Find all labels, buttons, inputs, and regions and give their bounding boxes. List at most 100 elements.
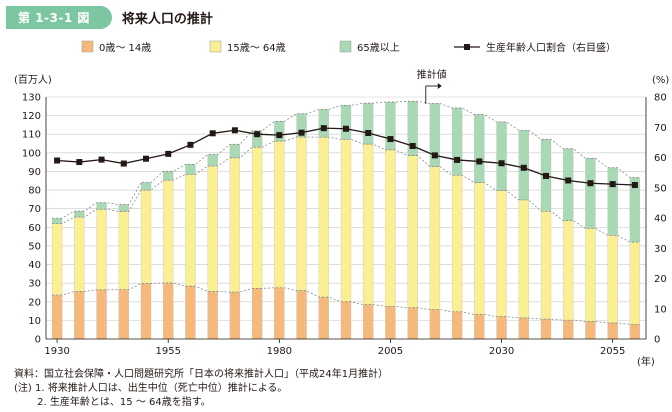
bar-under15 xyxy=(496,316,507,340)
y-tick-label: 120 xyxy=(22,111,41,122)
figure-number-badge: 第 1-3-1 図 xyxy=(6,5,112,29)
bar-under15 xyxy=(518,317,529,340)
y-tick-label: 80 xyxy=(28,186,41,197)
ratio-marker xyxy=(143,155,149,162)
bar-65plus xyxy=(563,148,574,221)
y-tick-label: 90 xyxy=(28,167,41,178)
y2-tick-label: 30 xyxy=(654,244,667,255)
ratio-marker xyxy=(298,129,305,136)
bar-15-64 xyxy=(474,182,485,315)
projection-label: 推計値 xyxy=(417,68,447,81)
bar-65plus xyxy=(229,144,241,159)
segment-connector-3 xyxy=(52,100,640,219)
bar-under15 xyxy=(607,322,618,340)
bar-under15 xyxy=(229,291,241,340)
x-tick-label: 1930 xyxy=(44,346,69,357)
y2-tick-label: 0 xyxy=(654,335,660,346)
y-tick-label: 40 xyxy=(28,260,41,271)
legend-line-marker xyxy=(464,44,470,50)
segment-connector-1 xyxy=(52,282,640,325)
bar-under15 xyxy=(296,290,307,340)
source-note: 資料：国立社会保障・人口問題研究所「日本の将来推計人口」（平成24年1月推計） xyxy=(14,369,389,380)
right-axis-unit: (%) xyxy=(652,75,669,86)
legend-swatch-3 xyxy=(339,40,352,53)
bar-under15 xyxy=(96,289,107,340)
bar-under15 xyxy=(274,287,285,340)
y-tick-label: 110 xyxy=(22,130,41,141)
segment-connector-2 xyxy=(52,136,640,243)
bar-under15 xyxy=(163,282,174,340)
legend-label-3: 65歳以上 xyxy=(357,42,400,54)
bar-65plus xyxy=(474,114,485,183)
ratio-marker xyxy=(409,143,416,150)
bar-under15 xyxy=(429,309,441,340)
y-tick-label: 0 xyxy=(35,335,41,346)
bar-under15 xyxy=(563,320,574,340)
bar-under15 xyxy=(318,296,329,340)
bar-65plus xyxy=(429,103,441,167)
y2-tick-label: 80 xyxy=(654,93,667,104)
bar-65plus xyxy=(385,101,396,151)
bar-15-64 xyxy=(385,149,396,307)
bar-15-64 xyxy=(363,143,374,305)
bar-65plus xyxy=(496,121,507,191)
bar-under15 xyxy=(207,291,218,340)
bar-under15 xyxy=(407,307,418,340)
bar-15-64 xyxy=(185,174,196,287)
x-tick-label: 2030 xyxy=(489,346,514,357)
bar-15-64 xyxy=(140,189,152,284)
bar-under15 xyxy=(474,314,485,340)
bar-15-64 xyxy=(540,211,552,320)
bar-65plus xyxy=(318,109,329,138)
ratio-marker xyxy=(609,181,616,188)
bar-65plus xyxy=(118,204,129,212)
ratio-marker xyxy=(231,127,238,134)
note-1: (注) 1. 将来推計人口は、出生中位（死亡中位）推計による。 xyxy=(14,383,288,394)
y2-tick-label: 40 xyxy=(654,214,667,225)
bar-under15 xyxy=(51,294,63,340)
ratio-marker xyxy=(387,136,394,143)
bar-15-64 xyxy=(451,175,463,312)
bar-15-64 xyxy=(251,147,263,289)
bar-under15 xyxy=(74,291,85,340)
bar-under15 xyxy=(629,324,641,340)
bar-65plus xyxy=(451,107,463,176)
bar-65plus xyxy=(585,158,596,229)
x-axis-unit: (年) xyxy=(637,355,655,368)
x-tick-label: 2055 xyxy=(600,346,625,357)
bar-15-64 xyxy=(274,140,285,288)
y2-tick-label: 70 xyxy=(654,123,667,134)
bar-under15 xyxy=(185,285,196,340)
bar-15-64 xyxy=(207,165,218,292)
bar-65plus xyxy=(274,121,285,142)
bar-65plus xyxy=(629,177,641,243)
bar-15-64 xyxy=(74,216,85,292)
y-tick-label: 70 xyxy=(28,204,41,215)
ratio-marker xyxy=(520,164,527,171)
legend-label-2: 15歳～ 64歳 xyxy=(227,42,286,54)
ratio-marker xyxy=(276,132,283,139)
bar-65plus xyxy=(96,202,107,210)
bar-under15 xyxy=(140,283,152,340)
y-tick-label: 60 xyxy=(28,223,41,234)
left-axis-unit: (百万人) xyxy=(14,74,52,86)
bar-15-64 xyxy=(607,235,618,324)
x-tick-label: 1955 xyxy=(155,346,180,357)
bar-65plus xyxy=(185,164,196,175)
ratio-marker xyxy=(209,130,216,137)
bar-65plus xyxy=(251,130,263,148)
ratio-marker xyxy=(76,159,83,166)
ratio-marker xyxy=(120,160,127,167)
ratio-marker xyxy=(631,182,638,189)
bar-15-64 xyxy=(563,220,574,321)
y-tick-label: 30 xyxy=(28,279,41,290)
ratio-marker xyxy=(343,125,349,132)
bar-under15 xyxy=(585,321,596,340)
ratio-marker xyxy=(498,160,505,167)
figure-notes: 資料：国立社会保障・人口問題研究所「日本の将来推計人口」（平成24年1月推計） … xyxy=(14,368,388,410)
ratio-marker xyxy=(454,156,461,163)
bar-15-64 xyxy=(585,228,596,322)
y-tick-label: 20 xyxy=(28,297,41,308)
bar-65plus xyxy=(51,218,63,224)
